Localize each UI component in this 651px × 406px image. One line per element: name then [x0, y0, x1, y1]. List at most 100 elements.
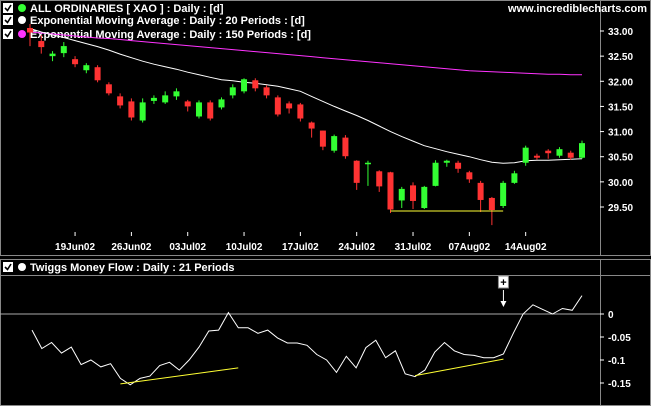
candle	[274, 95, 281, 117]
candle-body	[252, 80, 259, 89]
candle-body	[184, 101, 191, 107]
checkmark-icon	[4, 4, 12, 12]
candles-layer	[27, 23, 585, 226]
candle	[150, 95, 157, 104]
candle-body	[218, 99, 225, 108]
candle-body	[398, 188, 405, 201]
candle	[128, 98, 135, 121]
candle	[263, 85, 270, 99]
price-xtick-label: 07Aug02	[449, 242, 491, 253]
ema20-line	[29, 28, 583, 164]
candle-body	[128, 101, 135, 118]
candle	[500, 180, 507, 209]
candle-body	[511, 173, 518, 183]
candle-body	[139, 102, 146, 121]
legend-checkbox[interactable]	[3, 29, 13, 39]
legend-checkbox[interactable]	[3, 262, 13, 272]
legend-item-ema20[interactable]: Exponential Moving Average : Daily : 20 …	[3, 15, 305, 27]
candle	[218, 97, 225, 110]
candle	[545, 149, 552, 159]
candle	[252, 78, 259, 92]
candle-body	[579, 143, 585, 158]
candle	[331, 134, 338, 153]
candle-body	[533, 155, 540, 158]
candle	[117, 93, 124, 109]
candle	[567, 150, 574, 160]
signal-marker-label: +	[500, 277, 506, 289]
legend-item-ema150[interactable]: Exponential Moving Average : Daily : 150…	[3, 29, 311, 41]
price-xtick-label: 24Jul02	[338, 242, 375, 253]
candle	[195, 100, 202, 119]
legend-checkbox[interactable]	[3, 3, 13, 13]
candle-body	[83, 65, 90, 71]
candle-body	[421, 186, 428, 209]
money-flow-line	[31, 295, 583, 386]
candle	[353, 160, 360, 190]
candle	[162, 91, 169, 104]
legend-checkbox[interactable]	[3, 15, 13, 25]
candle	[579, 140, 585, 159]
candle-body	[60, 46, 67, 54]
price-xtick-label: 17Jul02	[282, 242, 319, 253]
price-yaxis: 33.00 32.50 32.00 31.50 31.00 30.50 30.00 29.50	[600, 27, 633, 214]
candle-body	[432, 162, 439, 186]
candle	[387, 171, 394, 214]
candle-body	[241, 79, 248, 92]
candle	[432, 160, 439, 187]
candle-body	[207, 102, 214, 119]
candle-body	[387, 172, 394, 210]
ema20-layer	[29, 28, 583, 164]
legend-item-xao[interactable]: ALL ORDINARIES [ XAO ] : Daily : [d]	[3, 3, 224, 15]
ema150-line	[29, 31, 582, 76]
candle	[308, 121, 315, 138]
candle	[38, 35, 45, 54]
candle	[241, 78, 248, 94]
candle-body	[353, 160, 360, 183]
candle	[83, 63, 90, 74]
price-ytick-label: 29.50	[608, 203, 633, 214]
checkmark-icon	[4, 263, 12, 271]
mf-ytick-label: 0	[608, 310, 614, 321]
ema150-layer	[29, 31, 582, 76]
candle-body	[94, 67, 101, 81]
candle	[522, 145, 529, 166]
signal-marker-icon[interactable]	[497, 275, 509, 289]
candle	[319, 130, 326, 151]
legend-item-moneyflow[interactable]: Twiggs Money Flow : Daily : 21 Periods	[3, 262, 235, 274]
candle	[477, 180, 484, 213]
signal-arrow-head	[500, 301, 507, 307]
mf-ytick-label: -0.1	[608, 356, 626, 367]
candle-body	[117, 96, 124, 106]
candle-body	[105, 84, 112, 94]
candle-body	[455, 162, 462, 169]
candle	[72, 56, 79, 68]
price-panel: ALL ORDINARIES [ XAO ] : Daily : [d] Exp…	[0, 0, 651, 256]
candle-body	[500, 182, 507, 206]
price-ytick-label: 31.50	[608, 102, 633, 113]
candle-body	[72, 59, 79, 65]
candle-body	[173, 91, 180, 97]
price-ytick-label: 32.50	[608, 52, 633, 63]
legend-dot-icon	[18, 30, 26, 38]
price-xtick-label: 19Jun02	[55, 242, 95, 253]
candle-body	[229, 87, 236, 96]
legend-label-ema150: Exponential Moving Average : Daily : 150…	[30, 29, 311, 41]
price-ytick-label: 33.00	[608, 27, 633, 38]
divergence-trendline	[414, 358, 504, 377]
candle-body	[49, 53, 56, 57]
candle	[376, 170, 383, 192]
candle	[94, 65, 101, 83]
legend-label-moneyflow: Twiggs Money Flow : Daily : 21 Periods	[30, 262, 235, 274]
candle	[229, 84, 236, 99]
candle-body	[297, 104, 304, 119]
mf-signal-layer[interactable]: +	[497, 275, 509, 307]
candle-body	[286, 103, 293, 109]
candle	[410, 182, 417, 210]
candle-body	[364, 162, 371, 165]
candle	[27, 23, 33, 47]
candle-body	[263, 87, 270, 96]
candle-body	[567, 152, 574, 158]
legend-dot-icon	[18, 4, 26, 12]
site-watermark: www.incrediblecharts.com	[507, 3, 647, 15]
